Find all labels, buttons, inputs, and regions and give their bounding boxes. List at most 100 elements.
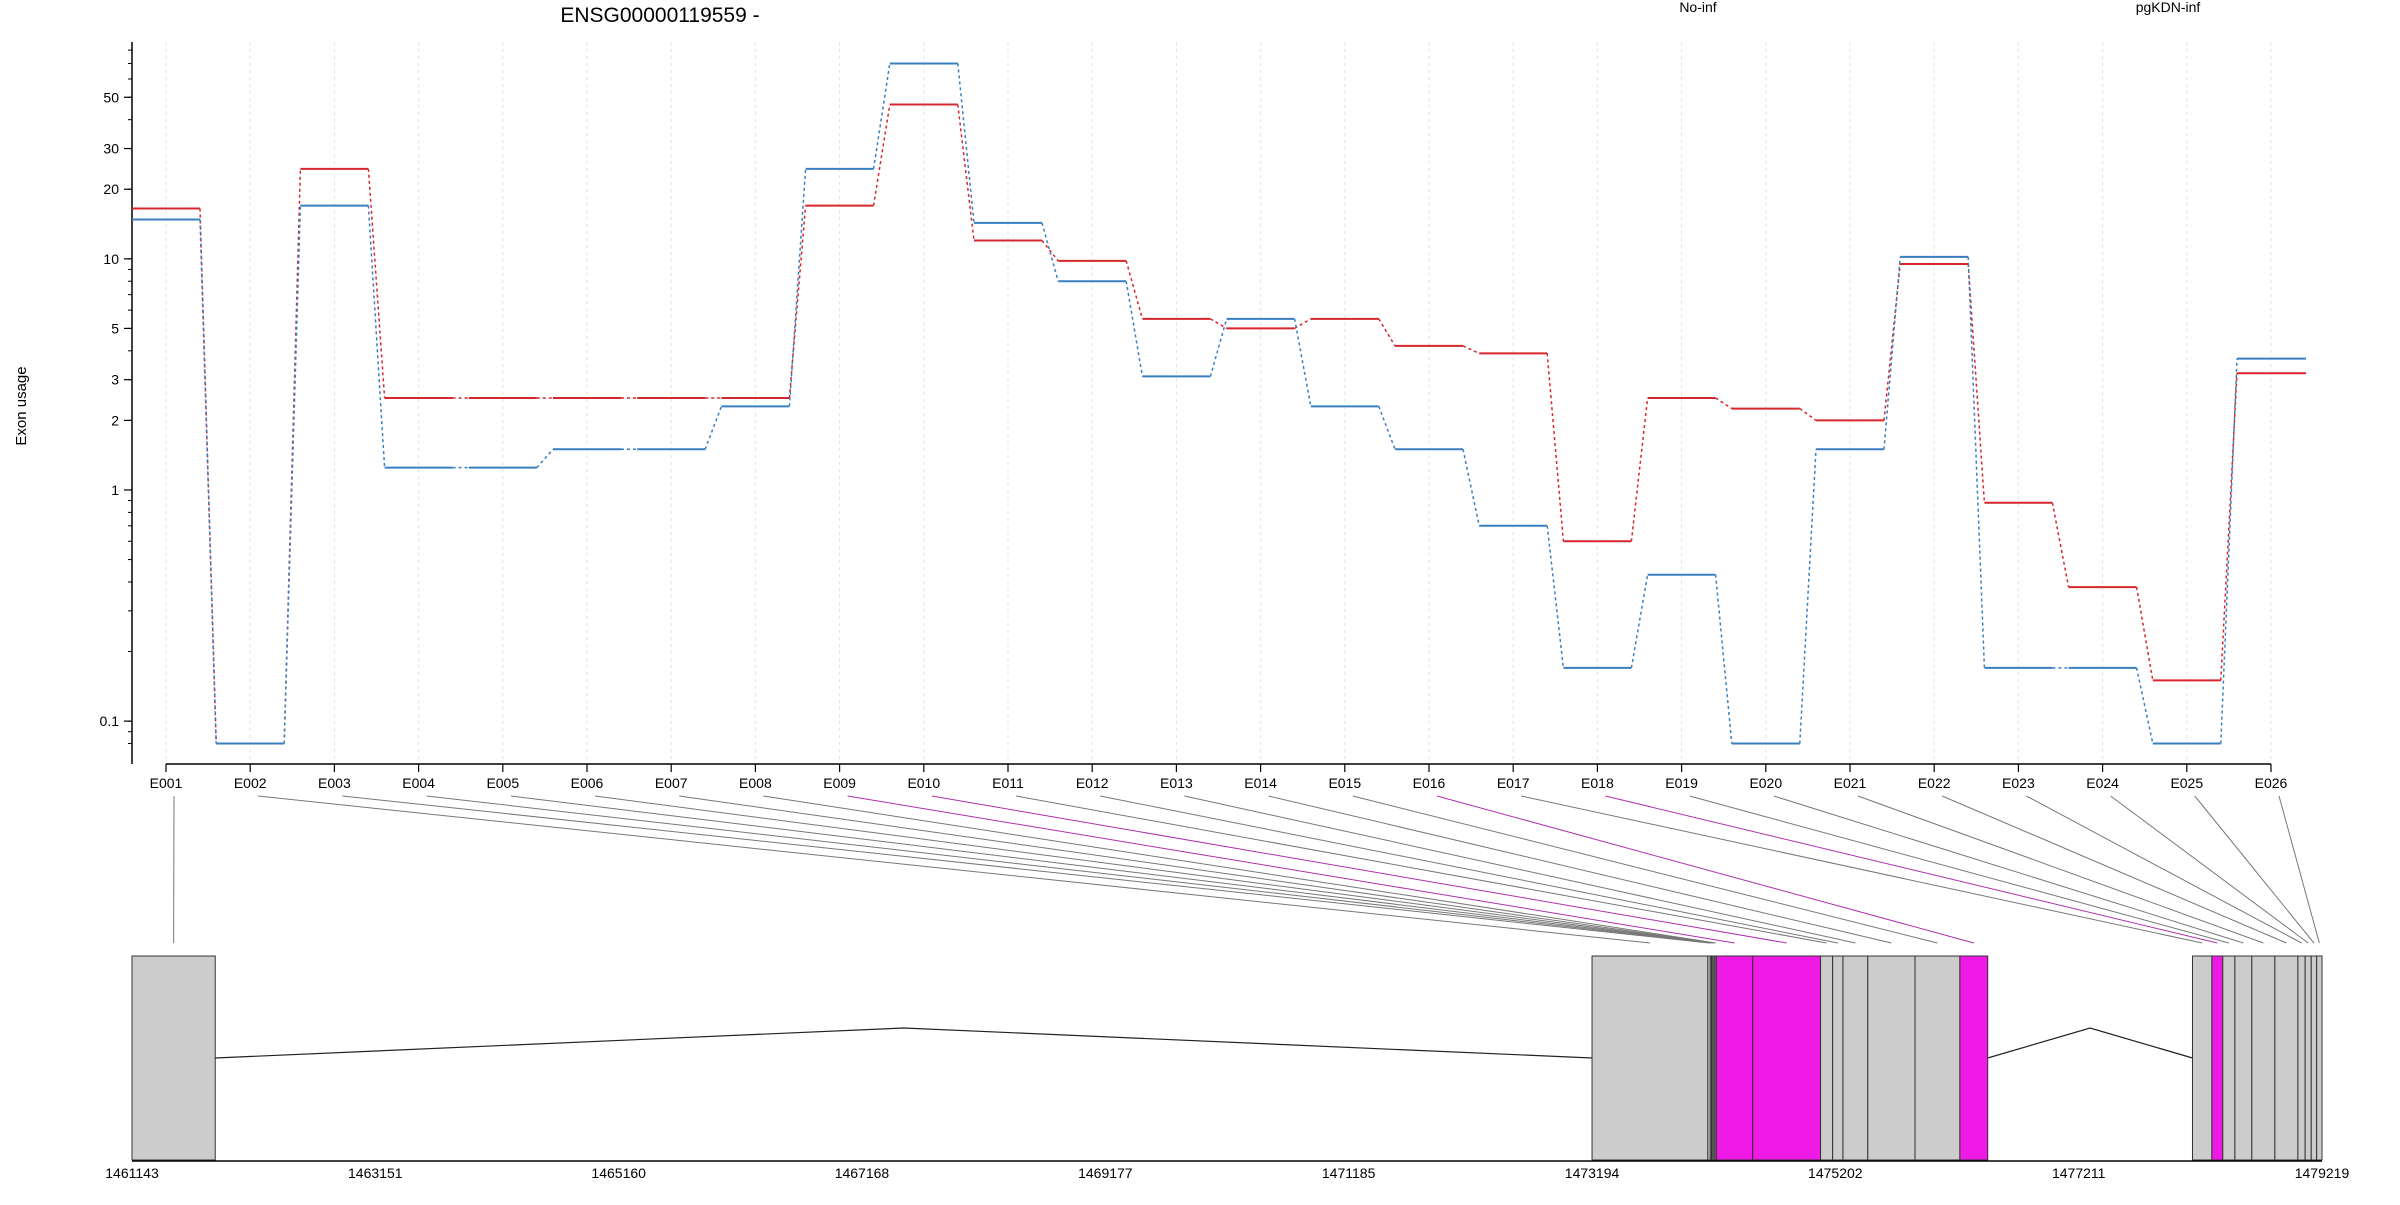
- genomic-tick-label: 1469177: [1078, 1165, 1133, 1181]
- series-connector: [958, 105, 974, 241]
- y-tick-label: 30: [103, 141, 119, 157]
- series-connector: [1716, 398, 1732, 409]
- x-tick-label: E002: [234, 775, 267, 791]
- x-tick-label: E021: [1834, 775, 1867, 791]
- chart-title: ENSG00000119559 -: [560, 4, 759, 27]
- exon-connector: [2195, 796, 2314, 943]
- exon-connector: [763, 796, 1715, 943]
- series-connector: [2052, 503, 2068, 587]
- exon-block: [2223, 956, 2235, 1160]
- y-tick-label: 2: [111, 412, 119, 428]
- x-tick-label: E015: [1328, 775, 1361, 791]
- y-tick-label: 20: [103, 181, 119, 197]
- exon-block: [132, 956, 215, 1160]
- exon-connector: [1942, 796, 2286, 943]
- genomic-tick-label: 1471185: [1322, 1165, 1376, 1181]
- x-tick-label: E008: [739, 775, 772, 791]
- series-connector: [1126, 261, 1142, 319]
- x-tick-label: E009: [823, 775, 856, 791]
- exon-block: [1821, 956, 1833, 1160]
- exon-block: [1960, 956, 1988, 1160]
- exon-block: [2311, 956, 2316, 1160]
- exon-connector: [1605, 796, 2217, 943]
- y-tick-label: 0.1: [100, 713, 120, 729]
- series-connector: [1463, 346, 1479, 353]
- exon-block: [2235, 956, 2252, 1160]
- series-connector: [2137, 587, 2153, 680]
- exon-connector: [1690, 796, 2229, 943]
- exon-block: [1592, 956, 1708, 1160]
- exon-connector: [2279, 796, 2319, 943]
- x-tick-label: E020: [1749, 775, 1782, 791]
- intron-line: [215, 1028, 1592, 1058]
- series-connector: [1210, 319, 1226, 329]
- genomic-tick-label: 1473194: [1565, 1165, 1620, 1181]
- series-connector: [1379, 319, 1395, 346]
- x-tick-label: E024: [2086, 775, 2119, 791]
- series-connector: [789, 169, 805, 406]
- x-tick-label: E011: [992, 775, 1024, 791]
- exon-block: [2275, 956, 2298, 1160]
- series-connector: [705, 406, 721, 449]
- series-connector: [1547, 353, 1563, 541]
- x-tick-label: E012: [1076, 775, 1109, 791]
- x-tick-label: E019: [1665, 775, 1698, 791]
- x-tick-label: E026: [2255, 775, 2288, 791]
- x-tick-label: E013: [1160, 775, 1193, 791]
- series-connector: [958, 63, 974, 222]
- exon-connector: [2111, 796, 2309, 943]
- series-connector: [200, 219, 216, 743]
- exon-block: [2317, 956, 2322, 1160]
- exon-connector: [342, 796, 1709, 943]
- series-connector: [368, 206, 384, 468]
- x-tick-label: E018: [1581, 775, 1614, 791]
- exon-block: [1753, 956, 1821, 1160]
- y-tick-label: 50: [103, 89, 119, 105]
- exon-block: [1843, 956, 1868, 1160]
- series-connector: [1126, 281, 1142, 376]
- x-tick-label: E001: [150, 775, 183, 791]
- series-connector: [1716, 575, 1732, 744]
- y-tick-label: 3: [111, 372, 119, 388]
- exon-connector: [932, 796, 1787, 943]
- exon-connector: [2026, 796, 2301, 943]
- exon-connector: [1521, 796, 2202, 943]
- exon-connector: [1100, 796, 1838, 943]
- y-tick-label: 1: [111, 482, 119, 498]
- exon-block: [1833, 956, 1843, 1160]
- genomic-tick-label: 1475202: [1808, 1165, 1863, 1181]
- x-tick-label: E022: [1918, 775, 1951, 791]
- y-axis-label: Exon usage: [13, 366, 30, 445]
- x-tick-label: E025: [2170, 775, 2203, 791]
- exon-connector: [1774, 796, 2244, 943]
- x-tick-label: E006: [571, 775, 604, 791]
- exon-block: [2298, 956, 2305, 1160]
- genomic-tick-label: 1479219: [2295, 1165, 2350, 1181]
- series-connector: [1547, 526, 1563, 668]
- exon-block: [2252, 956, 2275, 1160]
- series-connector: [368, 169, 384, 398]
- exon-block: [2212, 956, 2223, 1160]
- exon-block: [1868, 956, 1915, 1160]
- intron-line: [1988, 1028, 2193, 1058]
- x-tick-label: E003: [318, 775, 351, 791]
- series-connector: [1631, 398, 1647, 541]
- series-connector: [537, 449, 553, 467]
- exon-connector: [511, 796, 1712, 943]
- exon-connector: [595, 796, 1713, 943]
- y-tick-label: 5: [111, 320, 119, 336]
- exon-connector: [848, 796, 1735, 943]
- genomic-tick-label: 1467168: [835, 1165, 890, 1181]
- series-connector: [1631, 575, 1647, 668]
- exon-connector: [679, 796, 1714, 943]
- series-connector: [1295, 319, 1311, 329]
- legend-entry-pgkdn-inf: pgKDN-inf: [2136, 0, 2201, 15]
- genomic-tick-label: 1477211: [2052, 1165, 2106, 1181]
- series-pgKDN-inf: [132, 63, 2306, 743]
- series-connector: [1800, 409, 1816, 421]
- series-connector: [1295, 319, 1311, 407]
- x-tick-label: E010: [907, 775, 940, 791]
- x-tick-label: E017: [1497, 775, 1530, 791]
- series-connector: [1379, 406, 1395, 449]
